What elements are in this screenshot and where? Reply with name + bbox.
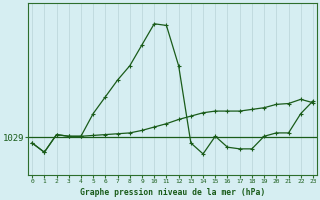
X-axis label: Graphe pression niveau de la mer (hPa): Graphe pression niveau de la mer (hPa) [80,188,265,197]
